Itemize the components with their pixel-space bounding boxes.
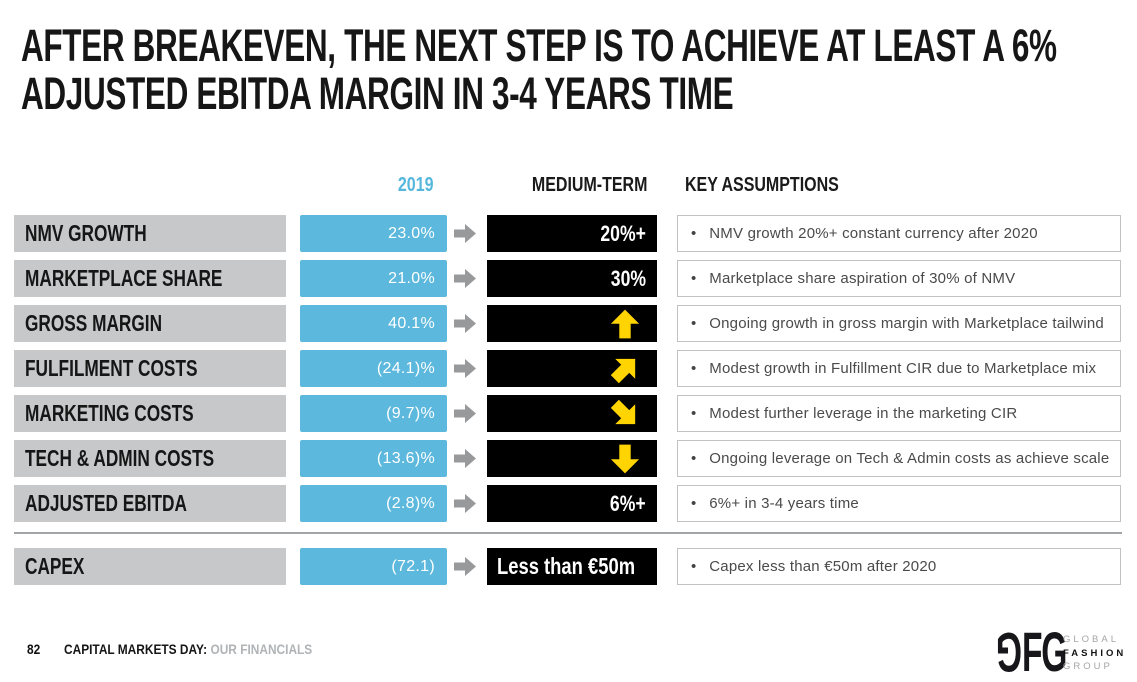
column-header-key-assumptions: KEY ASSUMPTIONS xyxy=(685,173,839,196)
trend-arrow-icon xyxy=(610,399,636,424)
section-divider xyxy=(14,532,1122,534)
row-label: ADJUSTED EBITDA xyxy=(14,485,286,522)
column-header-2019: 2019 xyxy=(397,173,433,196)
assumption-text: Modest growth in Fulfillment CIR due to … xyxy=(709,360,1097,377)
logo-word-fashion: FASHION xyxy=(1063,647,1127,659)
assumption-text: Marketplace share aspiration of 30% of N… xyxy=(709,270,1016,287)
row-label: MARKETING COSTS xyxy=(14,395,286,432)
medium-term-box: 6%+ xyxy=(487,485,657,522)
footer-section-label: CAPITAL MARKETS DAY: OUR FINANCIALS xyxy=(64,641,312,657)
medium-term-box: 20%+ xyxy=(487,215,657,252)
page-title: AFTER BREAKEVEN, THE NEXT STEP IS TO ACH… xyxy=(21,22,1137,118)
trend-arrow-icon xyxy=(610,444,640,473)
footer-deck-name: CAPITAL MARKETS DAY: xyxy=(64,641,208,657)
medium-term-box: 30% xyxy=(487,260,657,297)
transition-arrow-icon xyxy=(451,485,479,522)
assumption-text: NMV growth 20%+ constant currency after … xyxy=(709,225,1038,242)
gfg-logo-wordmark: GLOBAL FASHION GROUP xyxy=(1063,633,1126,674)
transition-arrow-icon xyxy=(451,350,479,387)
table-row: TECH & ADMIN COSTS (13.6)% • Ongoing lev… xyxy=(0,440,1137,477)
row-label: GROSS MARGIN xyxy=(14,305,286,342)
medium-term-box xyxy=(487,440,657,477)
value-2019-bar: (13.6)% xyxy=(300,440,447,477)
table-row: MARKETPLACE SHARE 21.0% 30% • Marketplac… xyxy=(0,260,1137,297)
medium-term-box xyxy=(487,395,657,432)
row-label: CAPEX xyxy=(14,548,286,585)
value-2019-bar: (2.8)% xyxy=(300,485,447,522)
table-row: ADJUSTED EBITDA (2.8)% 6%+ • 6%+ in 3-4 … xyxy=(0,485,1137,522)
page-number: 82 xyxy=(27,641,41,657)
assumption-box: • Marketplace share aspiration of 30% of… xyxy=(677,260,1121,297)
row-label: TECH & ADMIN COSTS xyxy=(14,440,286,477)
table-row: MARKETING COSTS (9.7)% • Modest further … xyxy=(0,395,1137,432)
value-2019-bar: 23.0% xyxy=(300,215,447,252)
transition-arrow-icon xyxy=(451,215,479,252)
transition-arrow-icon xyxy=(451,305,479,342)
title-line-1: AFTER BREAKEVEN, THE NEXT STEP IS TO ACH… xyxy=(21,20,1057,71)
logo-word-group: GROUP xyxy=(1063,661,1113,672)
row-label: FULFILMENT COSTS xyxy=(14,350,286,387)
transition-arrow-icon xyxy=(451,440,479,477)
value-2019-bar: (72.1) xyxy=(300,548,447,585)
bullet-icon: • xyxy=(691,450,697,467)
table-row: NMV GROWTH 23.0% 20%+ • NMV growth 20%+ … xyxy=(0,215,1137,252)
gfg-logo-flipped-g: G xyxy=(997,621,1022,682)
transition-arrow-icon xyxy=(451,548,479,585)
column-header-medium-term: MEDIUM-TERM xyxy=(531,173,647,196)
medium-term-box: Less than €50m xyxy=(487,548,657,585)
table-row-capex: CAPEX (72.1) Less than €50m • Capex less… xyxy=(0,548,1137,585)
assumption-box: • NMV growth 20%+ constant currency afte… xyxy=(677,215,1121,252)
bullet-icon: • xyxy=(691,360,697,377)
bullet-icon: • xyxy=(691,270,697,287)
bullet-icon: • xyxy=(691,315,697,332)
medium-term-box xyxy=(487,305,657,342)
row-label: NMV GROWTH xyxy=(14,215,286,252)
footer-chapter-name: OUR FINANCIALS xyxy=(210,641,313,657)
value-2019-bar: 40.1% xyxy=(300,305,447,342)
bullet-icon: • xyxy=(691,558,697,575)
assumption-box: • Ongoing growth in gross margin with Ma… xyxy=(677,305,1121,342)
table-row: GROSS MARGIN 40.1% • Ongoing growth in g… xyxy=(0,305,1137,342)
transition-arrow-icon xyxy=(451,395,479,432)
value-2019-bar: (9.7)% xyxy=(300,395,447,432)
assumption-box: • Modest growth in Fulfillment CIR due t… xyxy=(677,350,1121,387)
row-label: MARKETPLACE SHARE xyxy=(14,260,286,297)
assumption-box: • Ongoing leverage on Tech & Admin costs… xyxy=(677,440,1121,477)
assumption-text: Ongoing leverage on Tech & Admin costs a… xyxy=(709,450,1110,467)
assumption-text: Ongoing growth in gross margin with Mark… xyxy=(709,315,1104,332)
assumption-text: 6%+ in 3-4 years time xyxy=(709,495,859,512)
value-2019-bar: 21.0% xyxy=(300,260,447,297)
assumption-text: Capex less than €50m after 2020 xyxy=(709,558,937,575)
transition-arrow-icon xyxy=(451,260,479,297)
trend-arrow-icon xyxy=(610,358,636,383)
logo-word-global: GLOBAL xyxy=(1063,634,1120,645)
assumption-box: • 6%+ in 3-4 years time xyxy=(677,485,1121,522)
value-2019-bar: (24.1)% xyxy=(300,350,447,387)
assumption-box: • Capex less than €50m after 2020 xyxy=(677,548,1121,585)
medium-term-box xyxy=(487,350,657,387)
bullet-icon: • xyxy=(691,225,697,242)
gfg-logo-mark: GFG xyxy=(997,620,1067,682)
title-line-2: ADJUSTED EBITDA MARGIN IN 3-4 YEARS TIME xyxy=(21,68,734,119)
assumption-text: Modest further leverage in the marketing… xyxy=(709,405,1018,422)
trend-arrow-icon xyxy=(610,309,640,338)
bullet-icon: • xyxy=(691,495,697,512)
bullet-icon: • xyxy=(691,405,697,422)
assumption-box: • Modest further leverage in the marketi… xyxy=(677,395,1121,432)
table-row: FULFILMENT COSTS (24.1)% • Modest growth… xyxy=(0,350,1137,387)
